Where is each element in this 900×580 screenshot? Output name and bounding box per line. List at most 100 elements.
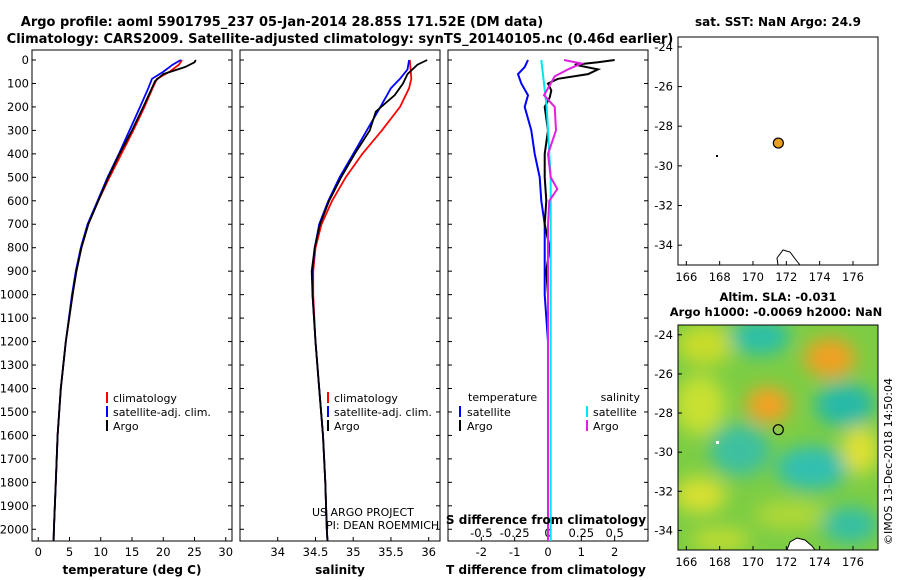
lat-tick-label: -26 [654,80,673,94]
t-tick-label: -2 [476,545,487,559]
y-tick-label: 1100 [0,311,29,325]
lat-tick-label: -24 [654,40,673,54]
figure-title: Argo profile: aoml 5901795_237 05-Jan-20… [21,15,543,30]
y-tick-label: 1500 [0,405,29,419]
t-tick-label: 0 [544,545,551,559]
legend-argo-label: Argo [334,420,360,433]
sst-map-panel: sat. SST: NaN Argo: 24.9 166 168 170 172 174… [654,15,879,284]
sla-heatmap [678,325,878,550]
x-tick-label: 25 [187,545,202,559]
y-tick-label: 300 [7,123,29,137]
lon-tick-label: 166 [675,555,697,569]
t-tick-label: 1 [578,545,585,559]
argo-position-marker [772,137,784,149]
temperature-xlabel: temperature (deg C) [63,563,202,577]
t-tick-label: -1 [509,545,520,559]
difference-panel: -2 -1 0 1 2-0.5 -0.25 0 0.25 0.5 S difference fr… [446,49,649,577]
sst-map-coastline [776,249,802,266]
figure-subtitle: Climatology: CARS2009. Satellite-adjuste… [7,32,674,47]
lat-tick-label: -30 [654,445,673,459]
lat-tick-label: -32 [654,484,673,498]
temperature-legend: climatology satellite-adj. clim. Argo [106,392,211,433]
sla-heatmap-field [678,325,878,550]
lon-tick-label: 176 [842,555,864,569]
salinity-axes-frame [239,49,441,542]
sst-map-ticks: 166 168 170 172 174 176 -24 -26 -28 -30 -32 -34 [654,40,864,284]
lon-tick-label: 176 [842,270,864,284]
y-tick-label: 500 [7,170,29,184]
lon-tick-label: 174 [809,555,831,569]
salinity-legend: climatology satellite-adj. clim. Argo [327,392,432,433]
sla-map-marks [772,424,784,436]
series-line-argo [310,59,428,542]
y-tick-label: 200 [7,100,29,114]
x-tick-label: 30 [218,545,233,559]
difference-ticks: -2 -1 0 1 2-0.5 -0.25 0 0.25 0.5 [448,59,648,559]
t-tick-label: 2 [611,545,618,559]
lat-tick-label: -34 [654,523,673,537]
sst-map-marks [772,137,784,149]
sst-map-frame [677,36,879,266]
y-tick-label: 1200 [0,335,29,349]
y-tick-label: 1900 [0,499,29,513]
lon-tick-label: 174 [809,270,831,284]
lat-tick-label: -28 [654,406,673,420]
lat-tick-label: -26 [654,367,673,381]
difference-lines [516,59,615,541]
y-tick-label: 1000 [0,288,29,302]
x-tick-label: 0 [35,545,42,559]
s-tick-label: -0.25 [500,526,530,540]
salinity-panel: 34 34.5 35 35.5 36 salinity climatology sate… [239,49,441,577]
t-difference-xlabel: T difference from climatology [446,563,646,577]
sla-map-subtitle: Argo h1000: -0.0069 h2000: NaN [670,305,882,319]
salinity-ticks: 34 34.5 35 35.5 36 [240,59,440,559]
x-tick-label: 35 [346,545,361,559]
legend-temperature-title: temperature [468,391,537,404]
x-tick-label: 34 [270,545,285,559]
x-tick-label: 20 [156,545,171,559]
x-tick-label: 5 [66,545,73,559]
y-tick-label: 600 [7,194,29,208]
sla-map-coastline [786,537,816,550]
timestamp: ©IMOS 13-Dec-2018 14:50:04 [882,378,895,545]
argo-position-marker [772,424,784,436]
lat-tick-label: -30 [654,159,673,173]
x-tick-label: 35.5 [378,545,404,559]
temperature-ticks: 0 5 10 15 20 25 300100200300400500600700800900… [0,53,233,559]
series-line-s-satellite [540,59,552,541]
x-tick-label: 10 [93,545,108,559]
credit-pi: PI: DEAN ROEMMICH [326,519,439,532]
lon-tick-label: 168 [709,555,731,569]
y-tick-label: 1400 [0,381,29,395]
sst-map-island [716,155,718,157]
lon-tick-label: 172 [775,555,797,569]
y-tick-label: 2000 [0,522,29,536]
s-tick-label: 0.5 [606,526,624,540]
credit-project: US ARGO PROJECT [312,506,414,519]
lon-tick-label: 170 [742,555,764,569]
sla-map-title: Altim. SLA: -0.031 [719,290,836,304]
legend-t-satellite-label: satellite [467,406,511,419]
temperature-lines [52,59,197,542]
series-line-argo [52,59,197,542]
sla-map-panel: Altim. SLA: -0.031 Argo h1000: -0.0069 h… [654,290,882,569]
legend-satellite-label: satellite-adj. clim. [334,406,432,419]
legend-satellite-label: satellite-adj. clim. [113,406,211,419]
lat-tick-label: -28 [654,119,673,133]
x-tick-label: 15 [125,545,140,559]
y-tick-label: 100 [7,76,29,90]
x-tick-label: 36 [421,545,436,559]
legend-argo-label: Argo [113,420,139,433]
series-line-s-argo [542,59,585,541]
legend-salinity-title: salinity [601,391,641,404]
y-tick-label: 1800 [0,475,29,489]
s-tick-label: 0.25 [569,526,595,540]
difference-legend: temperature salinity satellite Argo sate… [459,391,641,433]
y-tick-label: 1700 [0,452,29,466]
legend-s-satellite-label: satellite [593,406,637,419]
s-difference-xlabel: S difference from climatology [446,513,646,527]
sst-map-title: sat. SST: NaN Argo: 24.9 [695,15,861,29]
x-tick-label: 34.5 [303,545,329,559]
sla-map-frame [677,324,879,551]
